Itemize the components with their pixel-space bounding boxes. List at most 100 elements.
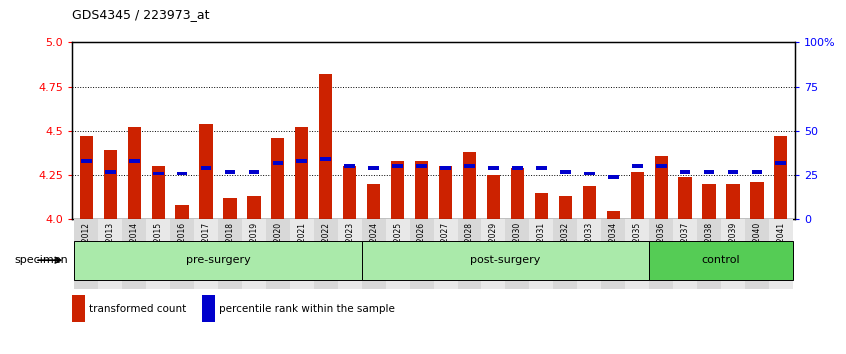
Bar <box>774 136 788 219</box>
Bar <box>129 159 140 163</box>
Text: GSM842013: GSM842013 <box>106 222 115 268</box>
Bar <box>704 170 714 174</box>
Bar <box>721 219 745 289</box>
Bar <box>776 161 786 165</box>
Bar <box>321 158 331 161</box>
Bar <box>201 166 212 170</box>
Bar <box>583 186 596 219</box>
Bar <box>656 165 667 169</box>
Bar <box>649 241 793 280</box>
Text: GSM842028: GSM842028 <box>465 222 474 268</box>
Text: GSM842018: GSM842018 <box>226 222 234 268</box>
Text: GSM842041: GSM842041 <box>777 222 785 268</box>
Bar <box>272 138 284 219</box>
Bar <box>577 219 602 289</box>
Text: GSM842012: GSM842012 <box>82 222 91 268</box>
Bar <box>535 193 548 219</box>
Bar <box>218 219 242 289</box>
Bar <box>249 170 260 174</box>
Bar <box>247 196 261 219</box>
Text: GSM842023: GSM842023 <box>345 222 354 268</box>
Bar <box>679 170 690 174</box>
Bar <box>272 161 283 165</box>
Text: GSM842026: GSM842026 <box>417 222 426 268</box>
Bar <box>630 172 644 219</box>
Bar <box>153 172 163 176</box>
Bar <box>727 184 739 219</box>
Bar <box>409 219 433 289</box>
Bar <box>202 295 215 322</box>
Bar <box>458 219 481 289</box>
Bar <box>393 165 403 169</box>
Text: GSM842016: GSM842016 <box>178 222 187 268</box>
Bar <box>391 161 404 219</box>
Bar <box>80 136 93 219</box>
Bar <box>386 219 409 289</box>
Bar <box>697 219 721 289</box>
Bar <box>146 219 170 289</box>
Bar <box>632 165 643 169</box>
Text: GSM842031: GSM842031 <box>537 222 546 268</box>
Bar <box>655 156 667 219</box>
Bar <box>415 161 428 219</box>
Bar <box>607 211 620 219</box>
Bar <box>602 219 625 289</box>
Bar <box>511 168 524 219</box>
Text: GSM842040: GSM842040 <box>752 222 761 268</box>
Bar <box>505 219 530 289</box>
Bar <box>560 170 571 174</box>
Bar <box>151 166 165 219</box>
Bar <box>678 177 692 219</box>
Text: GSM842033: GSM842033 <box>585 222 594 268</box>
Bar <box>105 170 116 174</box>
Bar <box>463 152 476 219</box>
Bar <box>584 172 595 176</box>
Bar <box>177 172 188 176</box>
Text: GSM842022: GSM842022 <box>321 222 330 268</box>
Bar <box>745 219 769 289</box>
Text: GSM842032: GSM842032 <box>561 222 570 268</box>
Text: GSM842021: GSM842021 <box>297 222 306 268</box>
Text: GSM842019: GSM842019 <box>250 222 258 268</box>
Bar <box>338 219 362 289</box>
Bar <box>175 205 189 219</box>
Bar <box>194 219 218 289</box>
Text: post-surgery: post-surgery <box>470 255 541 265</box>
Bar <box>440 166 451 170</box>
Bar <box>290 219 314 289</box>
Bar <box>553 219 577 289</box>
Bar <box>367 184 381 219</box>
Bar <box>74 241 362 280</box>
Bar <box>750 182 763 219</box>
Text: control: control <box>701 255 740 265</box>
Bar <box>296 159 307 163</box>
Text: GDS4345 / 223973_at: GDS4345 / 223973_at <box>72 8 210 21</box>
Text: transformed count: transformed count <box>90 304 186 314</box>
Bar <box>464 165 475 169</box>
Bar <box>751 170 762 174</box>
Bar <box>512 166 523 170</box>
Bar <box>439 166 452 219</box>
Bar <box>242 219 266 289</box>
Bar <box>224 170 235 174</box>
Bar <box>530 219 553 289</box>
Bar <box>362 219 386 289</box>
Bar <box>343 166 356 219</box>
Bar <box>200 124 212 219</box>
Text: GSM842029: GSM842029 <box>489 222 498 268</box>
Text: specimen: specimen <box>14 255 68 265</box>
Text: GSM842027: GSM842027 <box>441 222 450 268</box>
Bar <box>122 219 146 289</box>
Text: GSM842037: GSM842037 <box>680 222 689 268</box>
Bar <box>481 219 505 289</box>
Bar <box>625 219 649 289</box>
Text: GSM842035: GSM842035 <box>633 222 641 268</box>
Text: GSM842025: GSM842025 <box>393 222 402 268</box>
Bar <box>81 159 91 163</box>
Bar <box>433 219 458 289</box>
Text: GSM842017: GSM842017 <box>201 222 211 268</box>
Text: GSM842034: GSM842034 <box>609 222 618 268</box>
Bar <box>649 219 673 289</box>
Bar <box>98 219 122 289</box>
Bar <box>558 196 572 219</box>
